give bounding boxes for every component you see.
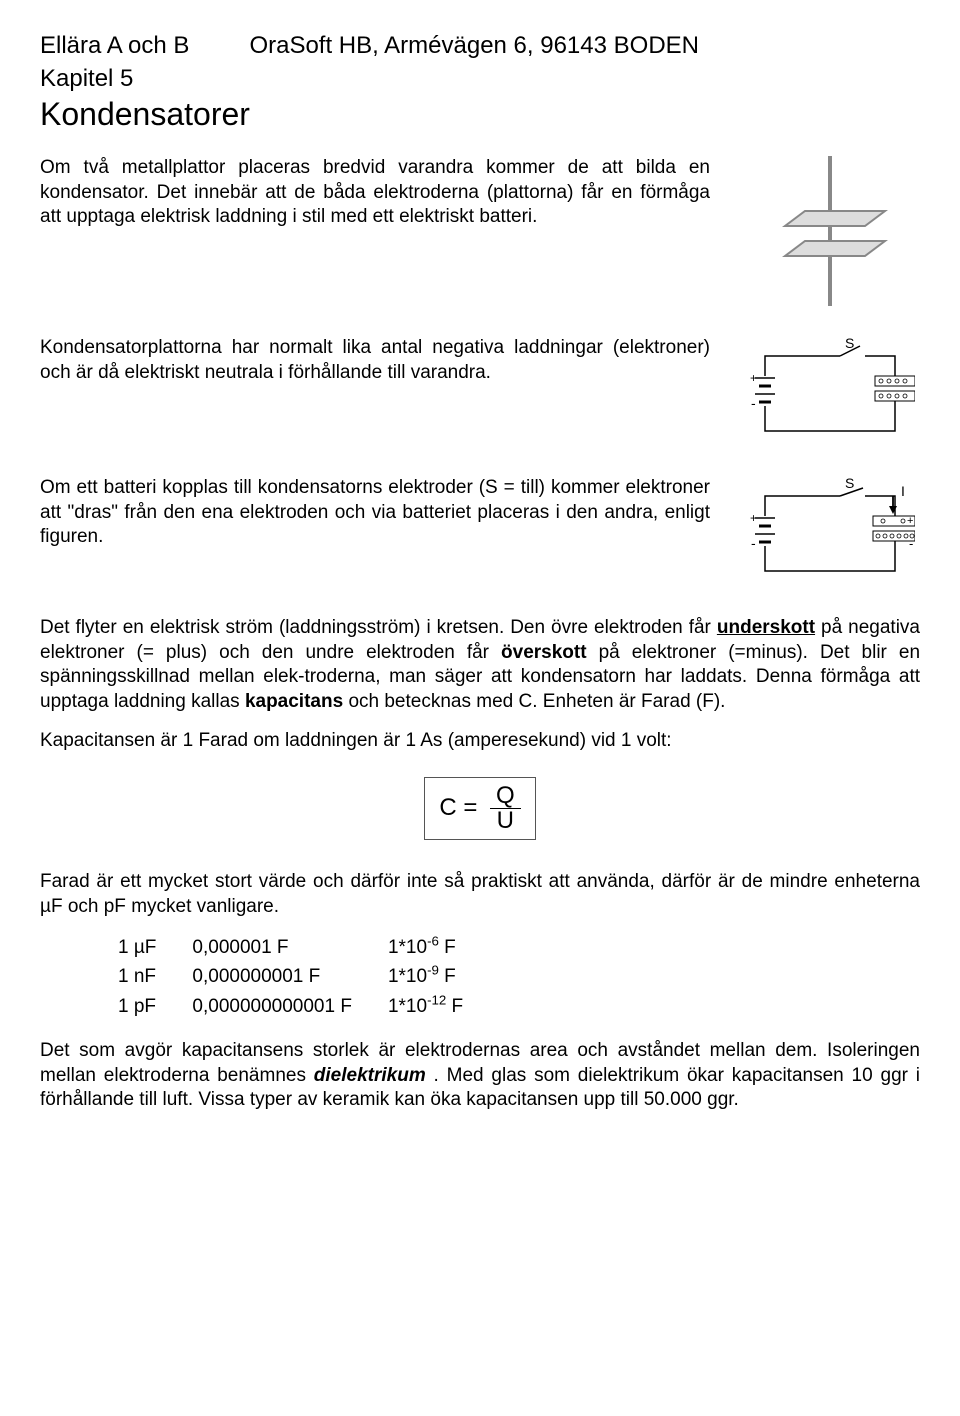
page-title: Kondensatorer [40,94,920,136]
cell: 0,000000000001 F [174,993,370,1023]
formula-box: C = Q U [424,777,535,840]
minus-label: - [751,535,756,551]
p4: Det flyter en elektrisk ström (laddnings… [40,616,920,715]
p1: Om två metallplattor placeras bredvid va… [40,156,710,230]
section-3: Om ett batteri kopplas till kondensatorn… [40,476,920,586]
p5: Kapacitansen är 1 Farad om laddningen är… [40,729,920,754]
cell: 1*10-12 F [370,993,481,1023]
p4-d: och betecknas med C. Enheten är Farad (F… [348,691,725,712]
cell: 1 µF [100,934,174,963]
exp: -6 [427,933,439,948]
exp: -12 [427,993,446,1008]
formula-fraction: Q U [490,784,521,833]
cap-plus: + [907,515,913,527]
p4-a: Det flyter en elektrisk ström (laddnings… [40,617,717,638]
formula-num: Q [490,784,521,809]
cell: 1*10-6 F [370,934,481,963]
base: 1*10 [388,937,427,958]
cell: 1 pF [100,993,174,1023]
table-row: 1 µF 0,000001 F 1*10-6 F [100,934,481,963]
formula-den: U [491,809,520,833]
suffix: F [446,996,463,1017]
section-1: Om två metallplattor placeras bredvid va… [40,156,920,306]
chapter-label: Kapitel 5 [40,63,920,94]
table-row: 1 nF 0,000000001 F 1*10-9 F [100,963,481,993]
cell: 0,000000001 F [174,963,370,993]
formula-lhs: C = [439,794,477,821]
cell: 0,000001 F [174,934,370,963]
current-label: I [901,483,905,499]
p4-kapacitans: kapacitans [245,691,343,712]
base: 1*10 [388,996,427,1017]
cell: 1 nF [100,963,174,993]
p7-diel: dielektrikum [314,1065,426,1086]
p4-overskott: överskott [501,642,587,663]
plus-label: + [750,511,757,525]
unit-table: 1 µF 0,000001 F 1*10-6 F 1 nF 0,00000000… [100,934,481,1023]
formula-container: C = Q U [40,767,920,850]
suffix: F [439,966,456,987]
header-line: Ellära A och B OraSoft HB, Armévägen 6, … [40,30,920,61]
cap-minus: - [909,536,913,551]
p6: Farad är ett mycket stort värde och därf… [40,870,920,919]
header-left: Ellära A och B [40,30,189,61]
switch-label: S [845,476,854,491]
cell: 1*10-9 F [370,963,481,993]
header-right: OraSoft HB, Armévägen 6, 96143 BODEN [249,30,699,61]
circuit-charging-diagram: + - S I + - [745,476,915,586]
plus-label: + [750,371,757,385]
p4-underskott: underskott [717,617,815,638]
p3: Om ett batteri kopplas till kondensatorn… [40,476,710,550]
table-row: 1 pF 0,000000000001 F 1*10-12 F [100,993,481,1023]
capacitor-plates-diagram [755,156,905,306]
circuit-neutral-diagram: + - S [745,336,915,446]
exp: -9 [427,963,439,978]
base: 1*10 [388,966,427,987]
switch-label: S [845,336,854,351]
section-2: Kondensatorplattorna har normalt lika an… [40,336,920,446]
p7: Det som avgör kapacitansens storlek är e… [40,1039,920,1113]
p2: Kondensatorplattorna har normalt lika an… [40,336,710,385]
suffix: F [439,937,456,958]
minus-label: - [751,395,756,411]
